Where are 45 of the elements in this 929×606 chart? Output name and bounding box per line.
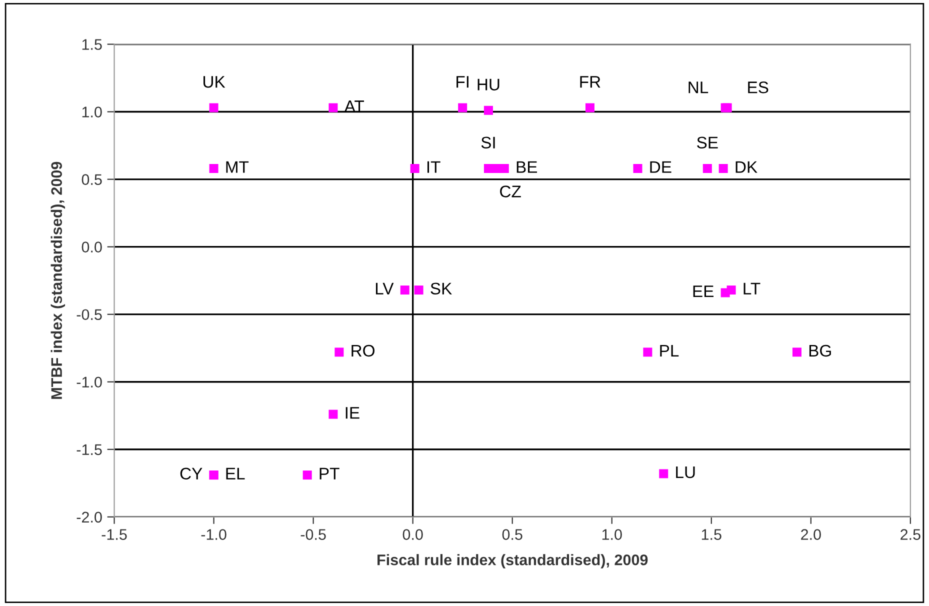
y-tick-label: -1.5 — [76, 444, 102, 456]
data-label: SE — [697, 136, 718, 149]
x-tick-label: -1.0 — [201, 529, 226, 540]
data-label: EL — [226, 468, 245, 480]
x-tick-label: 2.5 — [900, 529, 920, 540]
y-tick-label: 0.0 — [82, 242, 102, 252]
y-axis-title: MTBF index (standardised), 2009 — [50, 162, 66, 399]
data-label: HU — [478, 78, 500, 90]
data-label: CZ — [500, 186, 521, 198]
y-tick-label: 1.5 — [82, 39, 102, 50]
y-tick-label: -0.5 — [76, 309, 102, 320]
data-label: IE — [346, 407, 360, 419]
x-tick-label: -0.5 — [300, 529, 326, 540]
data-label: EE — [693, 286, 714, 298]
data-label: LT — [744, 282, 760, 294]
data-label: MT — [226, 161, 249, 173]
data-label: ES — [748, 82, 768, 94]
data-label: LV — [376, 282, 394, 294]
data-label: SK — [430, 282, 452, 295]
data-label: SI — [481, 136, 495, 149]
x-tick-label: 0.5 — [502, 529, 522, 540]
data-label: FI — [456, 76, 468, 88]
y-tick-label: -2.0 — [76, 512, 102, 523]
data-label: RO — [352, 344, 374, 357]
x-tick-label: 1.0 — [602, 529, 622, 540]
data-label: BG — [809, 344, 831, 357]
data-label: BE — [516, 161, 538, 173]
x-tick-label: 0.0 — [402, 529, 423, 540]
data-label: IT — [427, 161, 440, 173]
x-tick-label: 1.5 — [702, 529, 722, 540]
data-label: FR — [580, 76, 600, 88]
y-tick-label: -1.0 — [76, 376, 102, 388]
x-tick-label: 2.0 — [801, 529, 821, 540]
data-label: DE — [650, 161, 672, 173]
data-label: DK — [736, 161, 758, 173]
x-tick-label: -1.5 — [102, 529, 127, 540]
data-label: UK — [203, 76, 226, 88]
data-label: LU — [676, 466, 695, 478]
x-axis-title: Fiscal rule index (standardised), 2009 — [378, 554, 648, 568]
y-tick-label: 1.0 — [82, 106, 102, 118]
data-label: PL — [660, 345, 679, 356]
data-label: NL — [688, 82, 708, 94]
y-tick-label: 0.5 — [82, 174, 102, 185]
data-label: PT — [320, 468, 340, 480]
data-label: CY — [180, 468, 202, 480]
